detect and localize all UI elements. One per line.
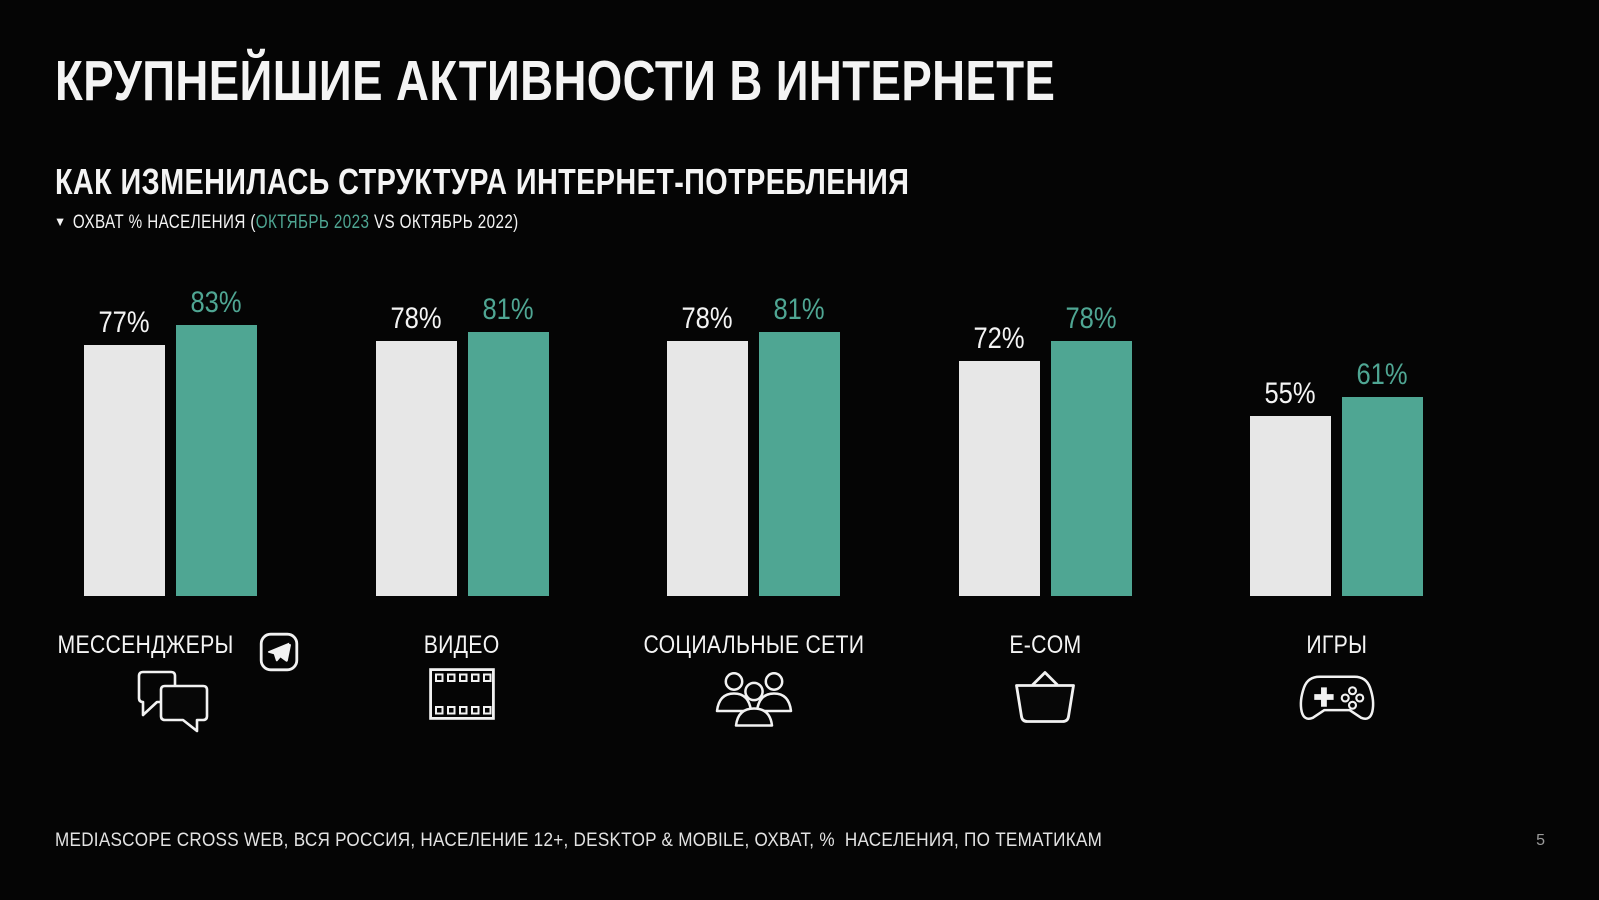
category-label: ИГРЫ: [1306, 630, 1367, 659]
category-label: ВИДЕО: [424, 630, 500, 659]
telegram-icon: [259, 632, 298, 672]
chart-group: 78% 81% СОЦИАЛЬНЫЕ СЕТИ: [643, 289, 864, 728]
shopping-basket-icon: [1015, 671, 1075, 723]
legend-prefix: ОХВАТ % НАСЕЛЕНИЯ (: [72, 212, 256, 233]
page-number: 5: [1536, 832, 1545, 849]
bar-value-label-oct-2022: 72%: [973, 322, 1025, 355]
bar-oct-2023: [759, 332, 840, 596]
category-label: СОЦИАЛЬНЫЕ СЕТИ: [643, 630, 864, 659]
bar-oct-2022: [84, 345, 165, 596]
gamepad-icon: [1291, 668, 1383, 728]
bar-value-label-oct-2022: 78%: [681, 302, 734, 335]
bar-column: 77%: [84, 308, 165, 596]
bar-pair: 55% 61%: [1250, 289, 1423, 596]
footer-source: MEDIASCOPE CROSS WEB, ВСЯ РОССИЯ, НАСЕЛЕ…: [55, 830, 1103, 851]
people-group-icon: [712, 668, 796, 728]
bar-oct-2022: [375, 341, 457, 596]
bar-pair: 77% 83%: [84, 288, 257, 596]
bar-oct-2022: [958, 361, 1040, 596]
film-strip-icon: [429, 668, 495, 720]
triangle-down-icon: ▼: [54, 214, 67, 229]
bar-oct-2023: [1342, 397, 1423, 596]
legend-suffix: VS ОКТЯБРЬ 2022): [369, 212, 519, 233]
bar-value-label-oct-2023: 61%: [1356, 358, 1409, 391]
bar-column: 83%: [176, 288, 257, 596]
bar-value-label-oct-2022: 78%: [390, 302, 442, 335]
bar-pair: 78% 81%: [375, 289, 549, 596]
bar-column: 78%: [375, 302, 457, 596]
category-row: МЕССЕНДЖЕРЫ: [42, 628, 298, 672]
bar-oct-2022: [667, 341, 748, 596]
bar-value-label-oct-2022: 55%: [1264, 377, 1317, 410]
slide-title: КРУПНЕЙШИЕ АКТИВНОСТИ В ИНТЕРНЕТЕ: [55, 49, 1056, 113]
shopping-basket-icon: [1013, 668, 1077, 724]
bar-pair: 78% 81%: [667, 289, 840, 596]
bar-column: 55%: [1250, 379, 1331, 596]
bar-column: 61%: [1342, 360, 1423, 596]
bar-value-label-oct-2022: 77%: [98, 306, 151, 339]
bar-oct-2023: [176, 325, 257, 596]
bar-column: 78%: [667, 304, 748, 596]
reach-legend: ▼ ОХВАТ % НАСЕЛЕНИЯ (ОКТЯБРЬ 2023 VS ОКТЯ…: [54, 212, 519, 234]
bar-column: 72%: [958, 322, 1040, 596]
category-label: МЕССЕНДЖЕРЫ: [57, 630, 235, 659]
film-strip-icon: [429, 668, 495, 720]
bar-column: 78%: [1050, 302, 1132, 596]
gamepad-icon: [1299, 675, 1374, 720]
chart-group: 77% 83% МЕССЕНДЖЕРЫ: [58, 288, 298, 734]
telegram-icon: [259, 632, 299, 672]
category-row: СОЦИАЛЬНЫЕ СЕТИ: [624, 628, 884, 662]
bar-pair: 72% 78%: [958, 289, 1132, 596]
category-row: ИГРЫ: [1301, 628, 1373, 662]
bar-oct-2022: [1250, 416, 1331, 596]
category-row: E-COM: [1003, 628, 1088, 662]
bar-oct-2023: [1050, 341, 1132, 596]
bar-value-label-oct-2023: 78%: [1065, 302, 1117, 335]
bar-column: 81%: [467, 293, 549, 596]
bar-value-label-oct-2023: 81%: [482, 293, 534, 326]
chart-group: 78% 81% ВИДЕО: [375, 289, 549, 720]
chat-bubbles-icon: [131, 668, 211, 734]
legend-highlight-2023: ОКТЯБРЬ 2023: [255, 212, 370, 233]
bar-value-label-oct-2023: 83%: [190, 286, 243, 319]
chart-group: 72% 78% E-COM: [958, 289, 1132, 724]
category-label: E-COM: [1008, 630, 1082, 659]
bar-column: 81%: [759, 295, 840, 596]
people-group-icon: [715, 672, 792, 727]
bar-chart: 77% 83% МЕССЕНДЖЕРЫ 78% 81% ВИДЕО 78% 81% СОЦИ…: [58, 288, 1423, 734]
category-row: ВИДЕО: [417, 628, 506, 662]
bar-value-label-oct-2023: 81%: [773, 293, 826, 326]
chat-bubbles-icon: [137, 670, 208, 733]
slide-subtitle: КАК ИЗМЕНИЛАСЬ СТРУКТУРА ИНТЕРНЕТ-ПОТРЕБ…: [55, 161, 910, 202]
chart-group: 55% 61% ИГРЫ: [1250, 289, 1423, 728]
bar-oct-2023: [467, 332, 549, 596]
